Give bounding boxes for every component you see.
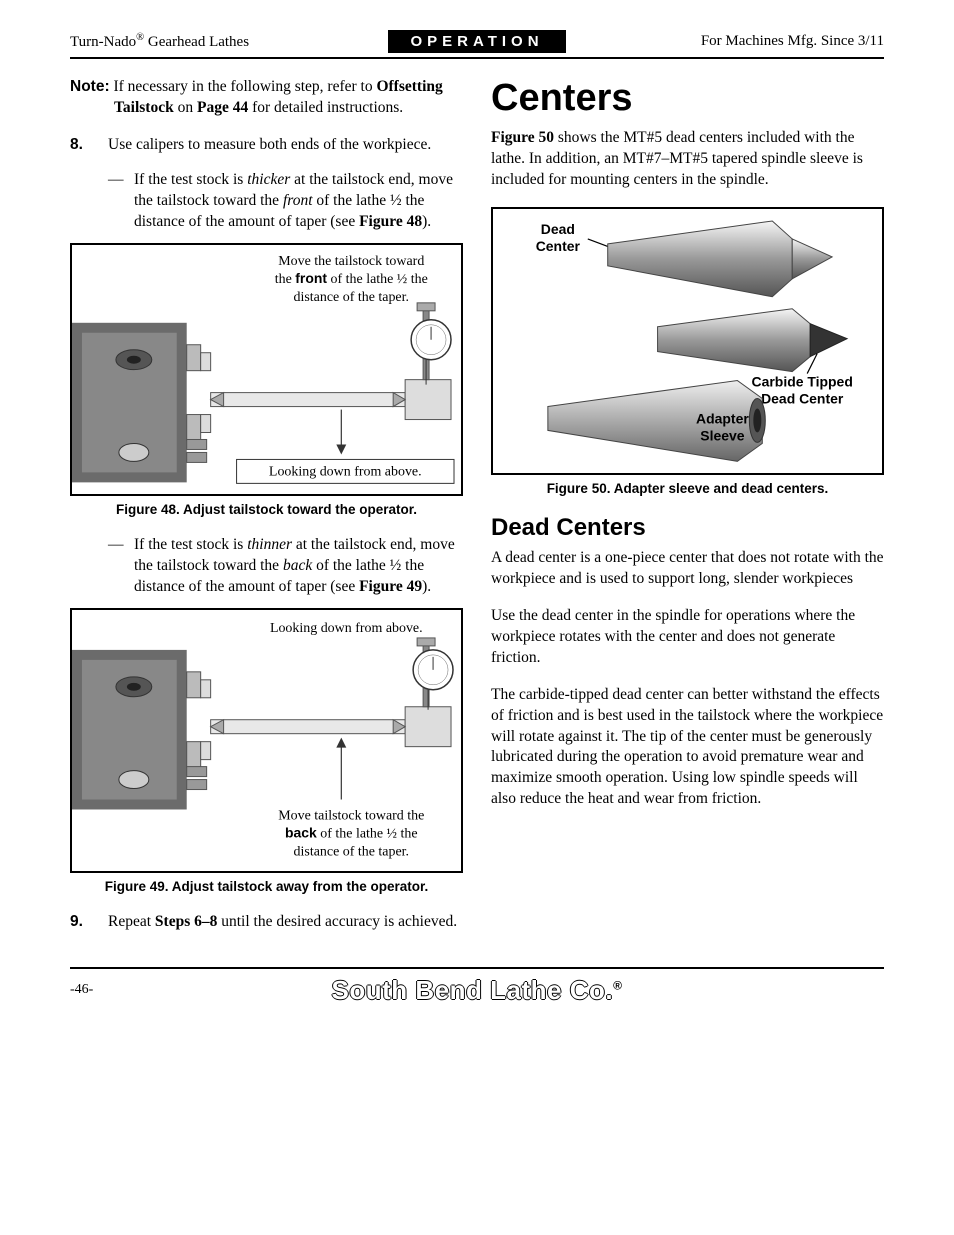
header-section-badge: OPERATION <box>388 30 565 53</box>
svg-text:Carbide Tipped: Carbide Tipped <box>752 373 853 389</box>
figure-50-caption: Figure 50. Adapter sleeve and dead cente… <box>491 481 884 496</box>
substep-body: If the test stock is thinner at the tail… <box>134 535 463 598</box>
dead-centers-p2: Use the dead center in the spindle for o… <box>491 606 884 669</box>
svg-text:Move tailstock toward the: Move tailstock toward the <box>278 808 424 823</box>
step-number: 9. <box>70 912 108 933</box>
dead-centers-p1: A dead center is a one-piece center that… <box>491 548 884 590</box>
header-right: For Machines Mfg. Since 3/11 <box>566 33 884 50</box>
dash: — <box>108 170 134 233</box>
note-text-3: for detailed instructions. <box>248 99 403 116</box>
figure-50-diagram: Dead Center Carbide Tipped Dead Center A… <box>493 209 882 473</box>
figure-48-caption: Figure 48. Adjust tailstock toward the o… <box>70 502 463 517</box>
svg-text:Sleeve: Sleeve <box>700 427 744 443</box>
page-footer: -46- South Bend Lathe Co.® <box>70 967 884 1006</box>
note-text-2: on <box>174 99 197 116</box>
svg-text:the front of the lathe ½ the: the front of the lathe ½ the <box>275 269 428 286</box>
header-left: Turn-Nado® Gearhead Lathes <box>70 32 388 51</box>
dead-centers-p3: The carbide-tipped dead center can bette… <box>491 685 884 811</box>
figure-48: Move the tailstock toward the front of t… <box>70 243 463 496</box>
header-product: Turn-Nado <box>70 34 136 50</box>
figure-49: Looking down from above. <box>70 608 463 873</box>
svg-text:back of the lathe ½ the: back of the lathe ½ the <box>285 824 418 841</box>
svg-text:Dead Center: Dead Center <box>761 390 844 406</box>
step-body: Use calipers to measure both ends of the… <box>108 135 463 156</box>
note-text-1: If necessary in the following step, refe… <box>110 78 377 95</box>
left-column: Note: If necessary in the following step… <box>70 77 463 947</box>
right-column: Centers Figure 50 shows the MT#5 dead ce… <box>491 77 884 947</box>
substep-body: If the test stock is thicker at the tail… <box>134 170 463 233</box>
registered-mark: ® <box>136 32 144 43</box>
svg-text:Looking down from above.: Looking down from above. <box>270 621 423 636</box>
centers-heading: Centers <box>491 77 884 120</box>
figure-49-caption: Figure 49. Adjust tailstock away from th… <box>70 879 463 894</box>
note-block: Note: If necessary in the following step… <box>70 77 463 119</box>
header-product-suffix: Gearhead Lathes <box>144 34 249 50</box>
figure-48-diagram: Move the tailstock toward the front of t… <box>72 245 461 494</box>
figure-50: Dead Center Carbide Tipped Dead Center A… <box>491 207 884 475</box>
svg-text:distance of the taper.: distance of the taper. <box>294 289 409 304</box>
step-9: 9. Repeat Steps 6–8 until the desired ac… <box>70 912 463 933</box>
svg-text:Looking down from above.: Looking down from above. <box>269 464 422 479</box>
page-header: Turn-Nado® Gearhead Lathes OPERATION For… <box>70 30 884 59</box>
step-body: Repeat Steps 6–8 until the desired accur… <box>108 912 463 933</box>
step-number: 8. <box>70 135 108 156</box>
page-number: -46- <box>70 982 130 998</box>
svg-text:Adapter: Adapter <box>696 410 749 426</box>
centers-intro: Figure 50 shows the MT#5 dead centers in… <box>491 128 884 191</box>
svg-text:distance of the taper.: distance of the taper. <box>294 844 409 859</box>
svg-text:Dead: Dead <box>541 221 575 237</box>
substep-thicker: — If the test stock is thicker at the ta… <box>70 170 463 233</box>
step-8: 8. Use calipers to measure both ends of … <box>70 135 463 156</box>
footer-brand: South Bend Lathe Co.® <box>130 975 824 1006</box>
figure-49-diagram: Looking down from above. <box>72 610 461 871</box>
content-columns: Note: If necessary in the following step… <box>70 77 884 947</box>
dead-centers-heading: Dead Centers <box>491 514 884 542</box>
svg-text:Center: Center <box>536 238 581 254</box>
svg-text:Move the tailstock toward: Move the tailstock toward <box>278 253 424 268</box>
substep-thinner: — If the test stock is thinner at the ta… <box>70 535 463 598</box>
dash: — <box>108 535 134 598</box>
note-page-ref: Page 44 <box>197 99 248 116</box>
note-label: Note: <box>70 78 110 95</box>
